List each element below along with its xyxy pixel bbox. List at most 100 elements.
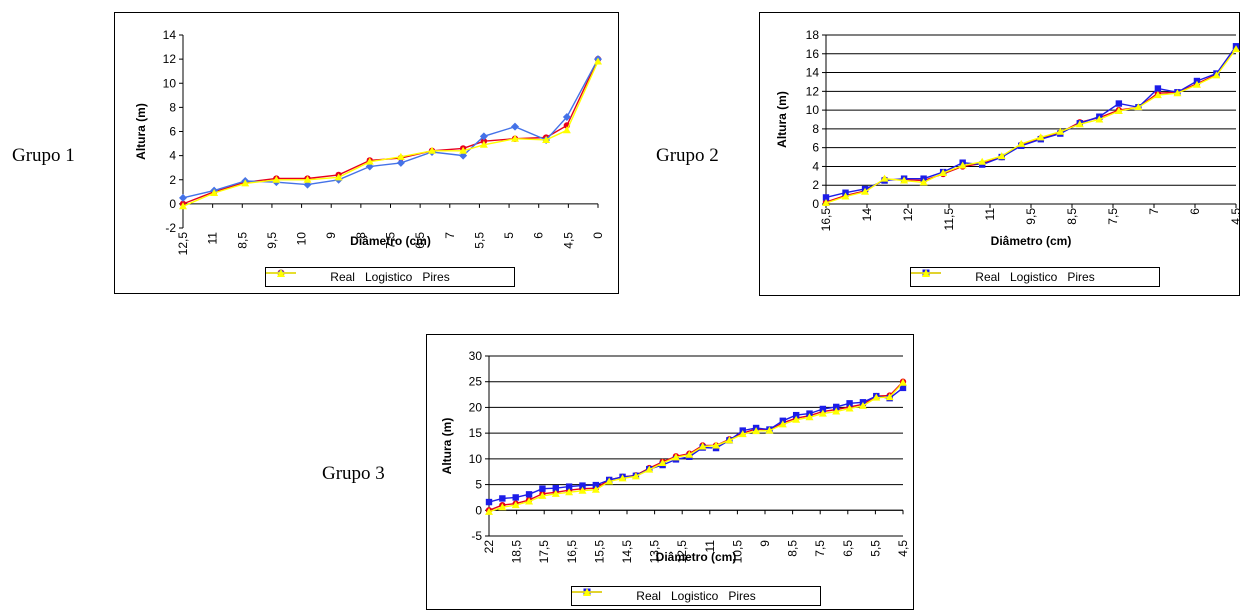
x-tick-label: 16,5 bbox=[819, 208, 833, 232]
legend-item-real: Real bbox=[266, 269, 355, 284]
x-tick-label: 22 bbox=[482, 540, 496, 554]
y-axis-title: Altura (m) bbox=[134, 103, 148, 160]
series-pires-point bbox=[538, 491, 547, 499]
x-tick-label: 7 bbox=[1147, 208, 1161, 215]
chart-grupo-1-legend: Real Logistico Pires bbox=[265, 267, 515, 287]
x-tick-label: 13,5 bbox=[648, 540, 662, 564]
series-pires-point bbox=[1075, 120, 1084, 128]
series-pires-point bbox=[958, 161, 967, 169]
chart-grupo-2-plot: 0 2 4 6 8 10 12 14 16 18 16,5 14 12 11,5 11 9,5 8,5 7,5 7 6… bbox=[775, 28, 1240, 248]
chart-grupo-3-plot: -5 0 5 10 15 20 25 30 22 18,5 17,5 16,5 15,5 14,5 13,5… bbox=[440, 349, 910, 564]
x-tick-label: 9 bbox=[324, 232, 338, 239]
series-pires-point bbox=[565, 488, 574, 496]
x-tick-label: 10 bbox=[295, 232, 309, 246]
x-tick-label: 7,5 bbox=[384, 232, 398, 249]
x-tick-label: 4,5 bbox=[896, 540, 910, 557]
x-tick-label: 7,5 bbox=[813, 540, 827, 557]
x-tick-label: 5,5 bbox=[868, 540, 882, 557]
series-pires-point bbox=[605, 477, 614, 485]
series-pires-line bbox=[825, 48, 1237, 204]
x-tick-label: 15,5 bbox=[592, 540, 606, 564]
x-tick-label: 4,5 bbox=[1229, 208, 1240, 225]
series-pires-point bbox=[618, 474, 627, 482]
series-logistico-point bbox=[833, 403, 840, 411]
legend-logistico-label: Logistico bbox=[1009, 270, 1058, 284]
x-axis-title: Diâmetro (cm) bbox=[991, 234, 1072, 248]
x-tick-label: 11 bbox=[206, 232, 220, 245]
series-pires-point bbox=[396, 152, 405, 160]
series-pires-point bbox=[712, 441, 721, 449]
series-pires-point bbox=[525, 497, 534, 505]
legend-pires-icon bbox=[911, 269, 941, 277]
series-logistico-point bbox=[552, 484, 559, 492]
y-tick-label: 12 bbox=[806, 84, 820, 98]
series-pires-point bbox=[752, 427, 761, 435]
legend-item-logistico: Logistico bbox=[266, 269, 413, 284]
group-3-label: Grupo 3 bbox=[322, 463, 385, 484]
y-tick-label: 10 bbox=[469, 452, 483, 466]
legend-logistico-label: Logistico bbox=[364, 270, 413, 284]
series-pires-point bbox=[542, 135, 551, 143]
legend-pires-icon bbox=[266, 269, 296, 277]
series-pires-point bbox=[551, 489, 560, 497]
chart-grupo-3-legend: Real Logistico Pires bbox=[571, 586, 821, 606]
x-axis-title: Diâmetro (cm) bbox=[350, 234, 431, 248]
y-tick-label: 2 bbox=[812, 178, 819, 192]
series-pires-point bbox=[334, 173, 343, 181]
series-pires-point bbox=[578, 486, 587, 494]
x-tick-label: 7 bbox=[443, 232, 457, 239]
y-tick-label: 0 bbox=[169, 197, 176, 211]
x-tick-label: 18,5 bbox=[510, 540, 524, 564]
x-tick-label: 4,5 bbox=[561, 232, 575, 249]
series-pires-point bbox=[1017, 139, 1026, 147]
series-pires-point bbox=[899, 378, 907, 386]
group-2-label: Grupo 2 bbox=[656, 145, 719, 166]
y-tick-label: 0 bbox=[812, 197, 819, 211]
series-pires-point bbox=[459, 146, 468, 154]
series-pires-point bbox=[1134, 103, 1143, 111]
series-pires-point bbox=[997, 152, 1006, 160]
series-pires-point bbox=[1056, 127, 1065, 135]
series-pires-point bbox=[562, 126, 571, 134]
y-tick-label: 5 bbox=[475, 478, 482, 492]
x-tick-label: 9 bbox=[758, 540, 772, 547]
legend-pires-label: Pires bbox=[728, 589, 756, 603]
y-axis-title: Altura (m) bbox=[440, 418, 454, 475]
series-logistico-point bbox=[899, 384, 907, 392]
series-logistico-point bbox=[1115, 100, 1123, 107]
y-tick-label: 12 bbox=[163, 52, 177, 66]
series-pires-point bbox=[939, 169, 948, 177]
chart-grupo-1-plot: -2 0 2 4 6 8 10 12 14 12,5 11 8,5 9,5 10 9 8 7,5 6,5 7 5,5 5… bbox=[134, 28, 605, 255]
series-pires-point bbox=[1095, 115, 1104, 123]
series-pires-point bbox=[1212, 71, 1221, 79]
series-pires-point bbox=[1173, 89, 1182, 97]
series-logistico-point bbox=[822, 194, 830, 201]
x-tick-label: 16,5 bbox=[565, 540, 579, 564]
series-pires-point bbox=[818, 409, 827, 417]
series-pires-point bbox=[805, 413, 814, 421]
series-pires-point bbox=[765, 426, 774, 434]
chart-grupo-3: -5 0 5 10 15 20 25 30 22 18,5 17,5 16,5 15,5 14,5 13,5… bbox=[426, 334, 914, 610]
series-pires-point bbox=[1192, 80, 1201, 88]
series-real-line bbox=[488, 381, 904, 511]
series-logistico-point bbox=[396, 158, 405, 167]
chart-grupo-1: -2 0 2 4 6 8 10 12 14 12,5 11 8,5 9,5 10 9 8 7,5 6,5 7 5,5 5… bbox=[114, 12, 619, 294]
y-tick-label: 14 bbox=[163, 28, 177, 42]
series-pires-point bbox=[698, 442, 707, 450]
series-pires-point bbox=[845, 404, 854, 412]
x-tick-label: 8,5 bbox=[235, 232, 249, 249]
series-pires-point bbox=[671, 453, 680, 461]
series-pires-point bbox=[1153, 91, 1162, 99]
series-pires-point bbox=[479, 140, 488, 148]
x-tick-label: 0 bbox=[591, 232, 605, 239]
y-tick-label: 15 bbox=[469, 426, 483, 440]
legend-item-logistico: Logistico bbox=[911, 269, 1058, 284]
x-tick-label: 8 bbox=[354, 232, 368, 239]
series-pires-point bbox=[978, 157, 987, 165]
y-tick-label: 0 bbox=[475, 503, 482, 517]
series-logistico-point bbox=[579, 482, 586, 489]
series-pires-point bbox=[498, 503, 507, 511]
x-tick-label: 11 bbox=[983, 208, 997, 221]
x-tick-label: 8,5 bbox=[786, 540, 800, 557]
series-logistico-point bbox=[1154, 85, 1162, 92]
